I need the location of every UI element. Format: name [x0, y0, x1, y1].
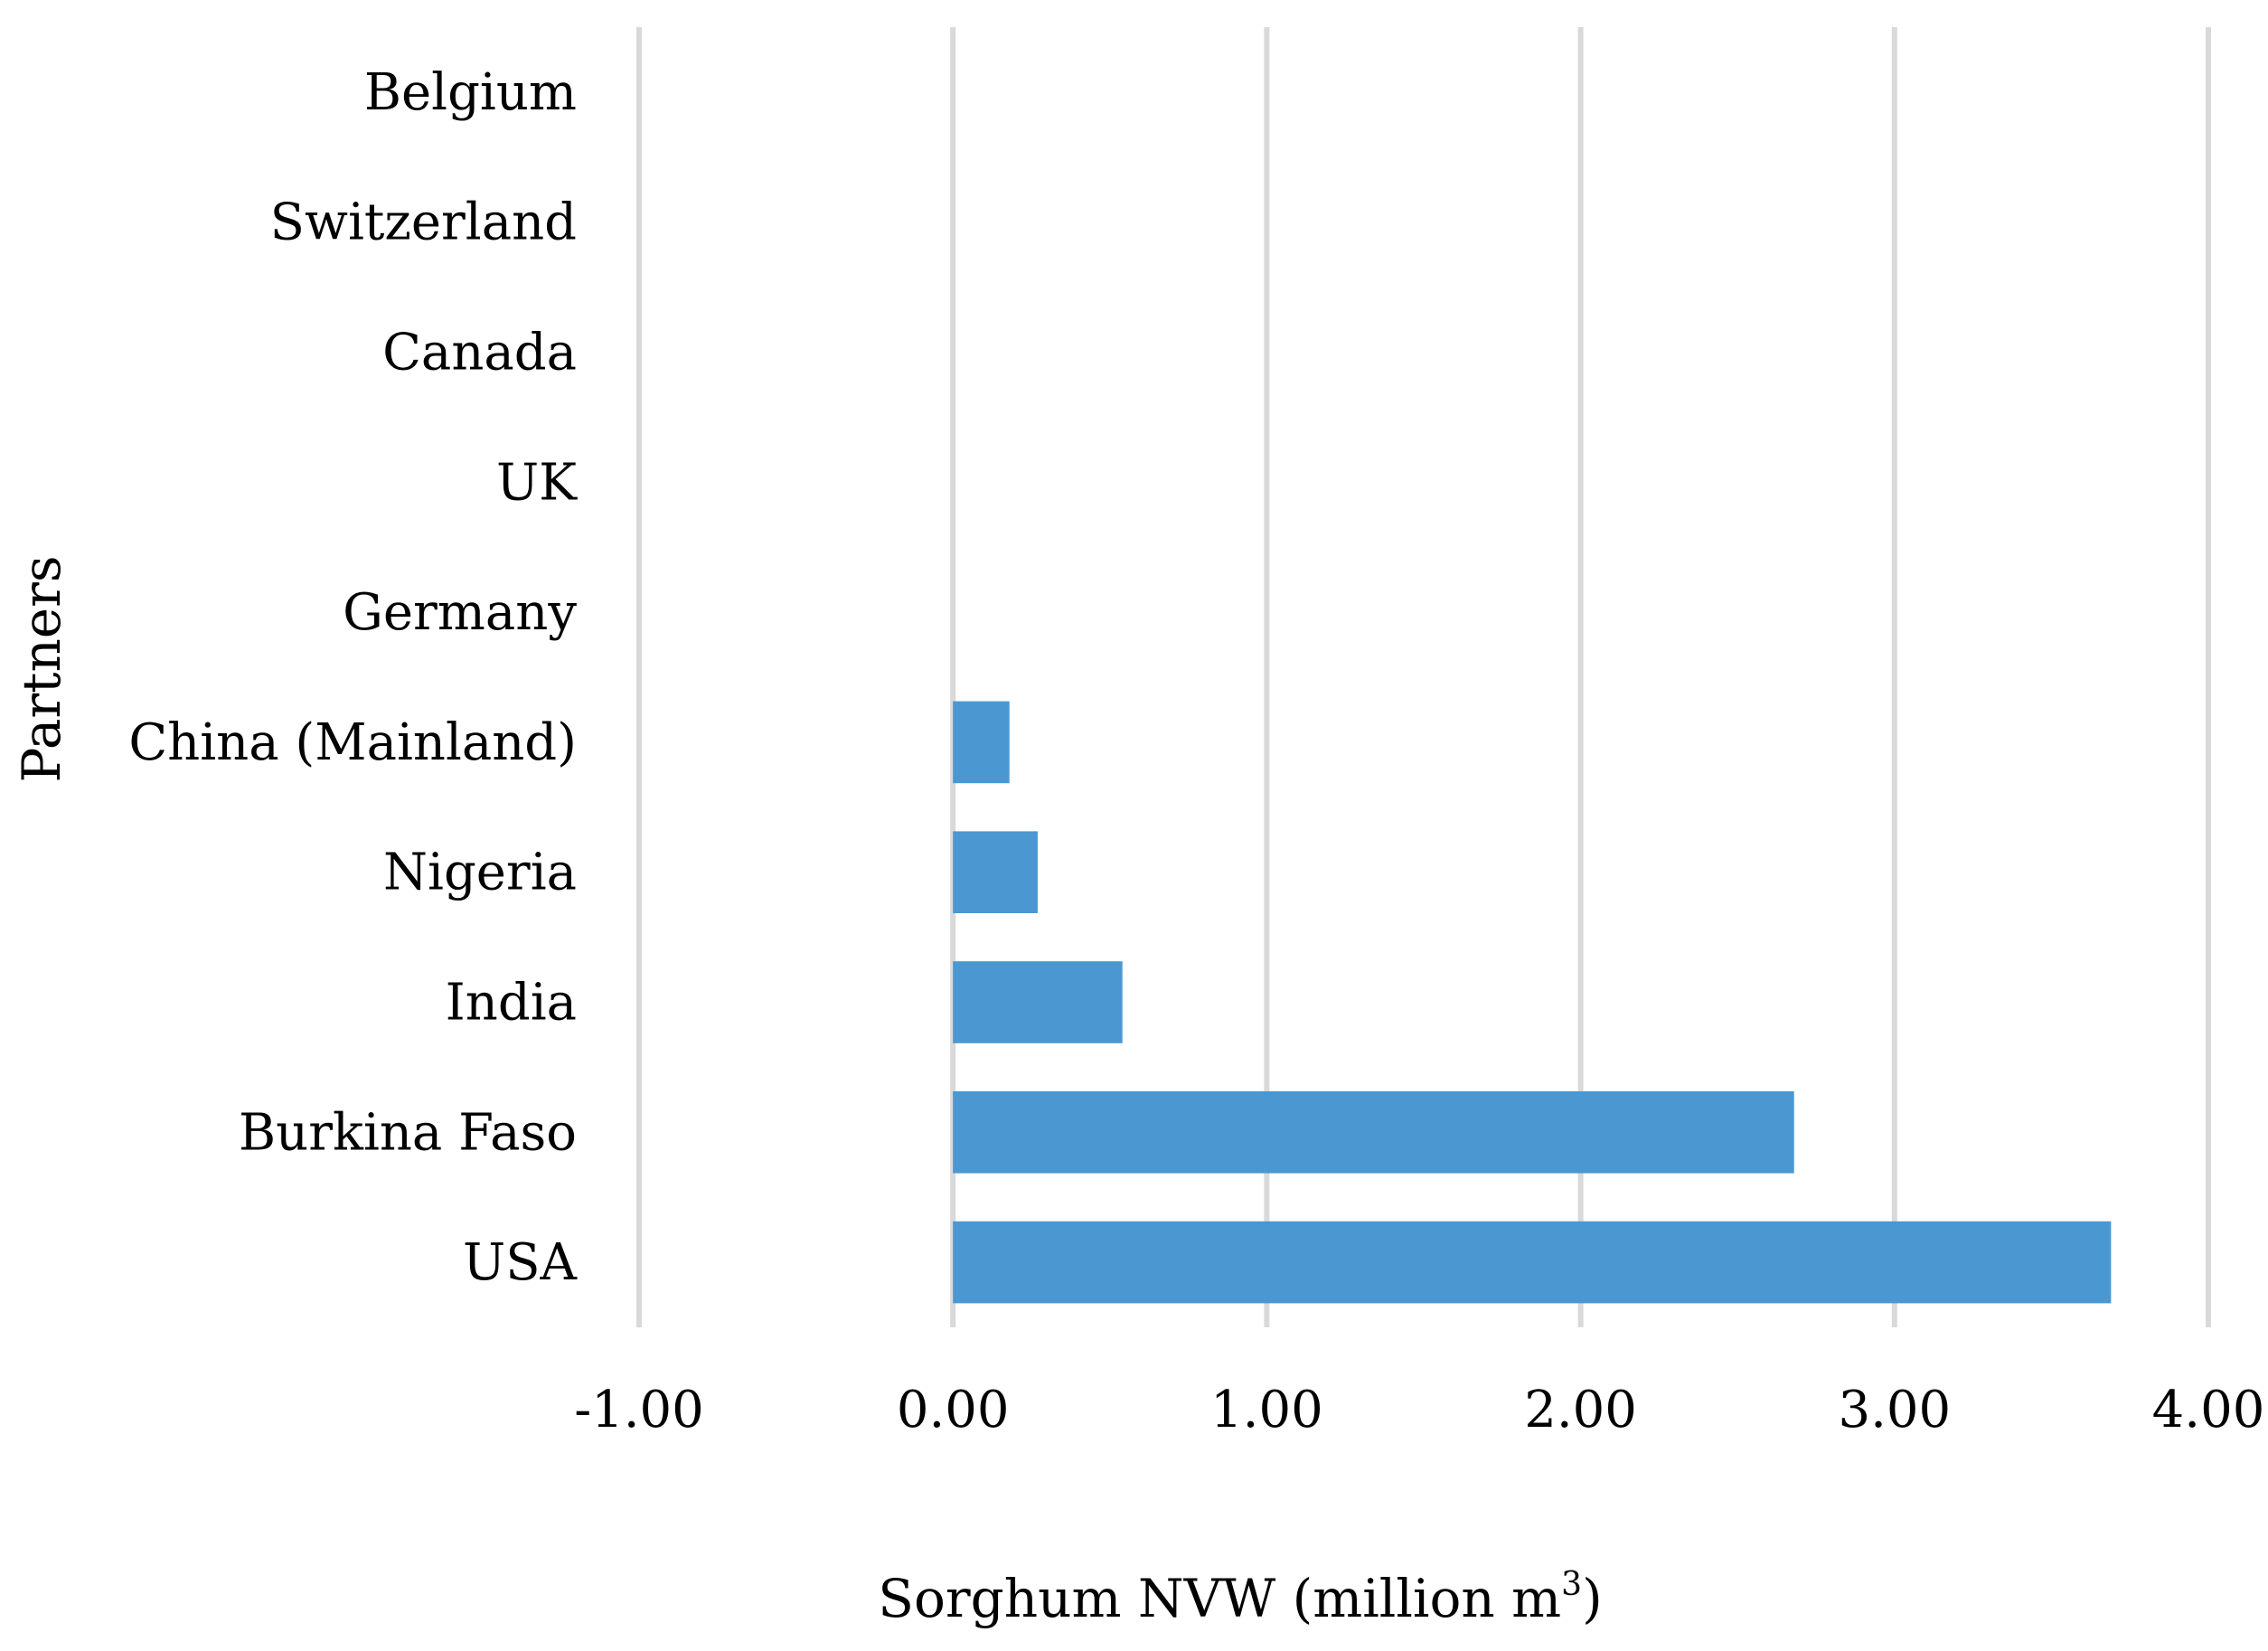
category-labels: Belgium Switzerland Canada UK Germany China (… [128, 63, 578, 1292]
bar [953, 961, 1123, 1043]
x-axis-title-main: Sorghum NVW (million m [878, 1568, 1561, 1629]
category-label: UK [496, 453, 578, 512]
y-axis-title: Partners [11, 555, 72, 782]
category-label: USA [463, 1233, 578, 1292]
category-label: India [446, 974, 577, 1033]
bar [953, 701, 1010, 784]
gridlines [636, 27, 2211, 1327]
x-axis-title-superscript: 3 [1561, 1566, 1582, 1603]
x-axis-title-suffix: ) [1582, 1568, 1603, 1629]
category-label: Nigeria [383, 844, 577, 902]
category-label: Burkina Faso [239, 1103, 577, 1162]
x-tick-label: 0.00 [897, 1381, 1010, 1439]
x-tick-labels: -1.00 0.00 1.00 2.00 3.00 4.00 [574, 1381, 2264, 1439]
category-label: China (Mainland) [128, 713, 577, 772]
category-label: Switzerland [270, 193, 577, 252]
x-tick-label: -1.00 [574, 1381, 704, 1439]
category-label: Canada [382, 324, 577, 382]
category-label: Belgium [364, 63, 577, 122]
bar [953, 831, 1038, 913]
bar [953, 1091, 1794, 1174]
x-tick-label: 3.00 [1838, 1381, 1951, 1439]
x-tick-label: 2.00 [1524, 1381, 1637, 1439]
bars [953, 701, 2112, 1304]
category-label: Germany [343, 583, 577, 642]
x-axis-title: Sorghum NVW (million m3) [878, 1566, 1602, 1629]
x-tick-label: 1.00 [1210, 1381, 1323, 1439]
bar [953, 1221, 2112, 1304]
x-tick-label: 4.00 [2152, 1381, 2265, 1439]
